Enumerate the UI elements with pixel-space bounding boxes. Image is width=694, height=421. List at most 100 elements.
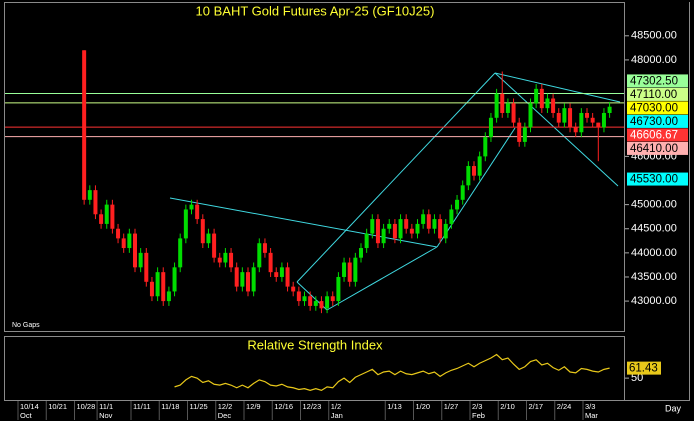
- candle-body: [438, 219, 443, 239]
- trendline: [326, 246, 438, 311]
- candle-body: [223, 252, 228, 263]
- candle-body: [534, 88, 539, 104]
- rsi-title: Relative Strength Index: [247, 337, 383, 352]
- y-tick-label: 43500.00: [631, 271, 677, 283]
- x-tick-label: 1/13: [387, 402, 402, 411]
- candle-body: [291, 286, 296, 292]
- x-tick-label: 11/1: [99, 402, 113, 411]
- candle-body: [505, 103, 510, 113]
- price-label-box: [627, 74, 688, 88]
- candle-body: [149, 281, 154, 297]
- candle-body: [568, 108, 573, 128]
- candle-body: [166, 291, 171, 302]
- x-tick-label: 10/14: [20, 402, 39, 411]
- x-tick-label: 2/10: [500, 402, 515, 411]
- trendlines: [169, 72, 621, 311]
- x-axis-label: Day: [665, 403, 682, 413]
- candle-body: [370, 219, 375, 234]
- month-label: Nov: [99, 411, 113, 420]
- candle-body: [517, 122, 522, 142]
- candle-body: [551, 98, 556, 113]
- candle-body: [432, 219, 437, 229]
- x-tick-label: 10/21: [48, 402, 67, 411]
- candle-body: [110, 204, 115, 229]
- candle-body: [494, 93, 499, 118]
- price-label: 46730.00: [630, 116, 678, 128]
- candle-body: [466, 166, 471, 186]
- candle-body: [217, 257, 222, 263]
- candle-body: [443, 223, 448, 239]
- candle-body: [240, 272, 245, 287]
- y-tick-label: 44500.00: [631, 223, 677, 235]
- candle-body: [528, 103, 533, 128]
- candle-body: [178, 238, 183, 268]
- candle-body: [590, 117, 595, 123]
- candle-body: [579, 112, 584, 133]
- candle-body: [585, 112, 589, 118]
- month-label: Feb: [472, 411, 485, 420]
- candle-body: [206, 233, 211, 244]
- candle-body: [262, 243, 267, 253]
- candle-body: [246, 272, 250, 292]
- candle-body: [121, 238, 126, 249]
- candle-body: [539, 88, 544, 109]
- candle-body: [353, 257, 358, 282]
- x-tick-label: 1/2: [331, 402, 341, 411]
- y-tick-label: 45000.00: [631, 199, 677, 211]
- price-label: 46410.00: [630, 143, 678, 155]
- candle-body: [522, 127, 527, 142]
- candle-body: [472, 166, 476, 176]
- candle-body: [251, 267, 256, 292]
- candle-body: [336, 276, 341, 302]
- candle-body: [274, 272, 279, 277]
- candle-body: [285, 267, 290, 287]
- candle-body: [325, 296, 330, 309]
- y-tick-label: 48500.00: [631, 30, 677, 42]
- month-label: Mar: [585, 411, 598, 420]
- candle-body: [195, 204, 200, 220]
- candle-body: [155, 272, 160, 297]
- candle-body: [99, 214, 104, 224]
- candle-body: [398, 219, 403, 239]
- y-tick-label: 43000.00: [631, 295, 677, 307]
- candle-body: [359, 248, 363, 258]
- rsi-label-box: [627, 361, 661, 375]
- candle-body: [404, 219, 409, 229]
- candle-body: [200, 219, 205, 244]
- candle-body: [500, 93, 505, 113]
- price-label: 47030.00: [630, 102, 678, 114]
- x-tick-label: 2/3: [472, 402, 482, 411]
- candle-body: [93, 190, 98, 215]
- rsi-line: [174, 353, 610, 392]
- candle-body: [409, 228, 414, 234]
- price-label: 45530.00: [630, 174, 678, 186]
- candle-body: [229, 252, 234, 268]
- candle-body: [279, 267, 284, 277]
- candle-body: [607, 106, 612, 113]
- price-label: 47302.50: [630, 75, 678, 87]
- candle-body: [342, 262, 347, 277]
- month-label: Jan: [331, 411, 343, 420]
- price-label-box: [627, 101, 688, 115]
- x-tick-label: 12/16: [274, 402, 293, 411]
- candle-body: [183, 209, 188, 239]
- price-label-box: [627, 114, 688, 128]
- candle-body: [296, 291, 301, 302]
- x-tick-label: 11/11: [133, 402, 151, 411]
- candle-body: [189, 204, 194, 210]
- x-tick-label: 10/28: [77, 402, 96, 411]
- candle-body: [234, 267, 239, 287]
- candle-body: [556, 112, 561, 123]
- candle-body: [511, 103, 516, 123]
- candle-body: [488, 117, 493, 138]
- y-tick-label: 48000.00: [631, 54, 677, 66]
- y-tick-label: 50: [631, 372, 643, 384]
- trendline: [494, 72, 621, 103]
- candle-body: [381, 228, 386, 244]
- trendline: [296, 72, 496, 283]
- price-label-box: [627, 128, 688, 142]
- price-label-box: [627, 141, 688, 155]
- candle-body: [302, 296, 307, 302]
